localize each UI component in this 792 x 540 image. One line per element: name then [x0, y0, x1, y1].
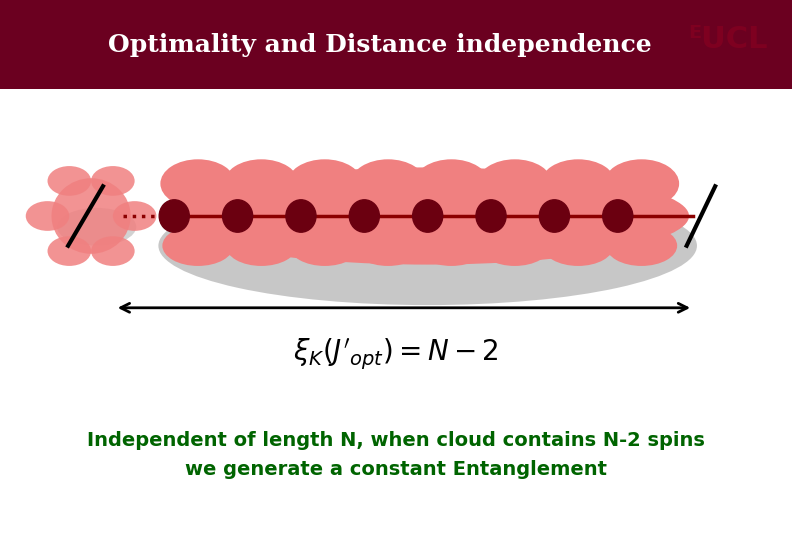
- Ellipse shape: [51, 178, 131, 254]
- Ellipse shape: [166, 167, 689, 265]
- Ellipse shape: [543, 226, 614, 266]
- Text: $\xi_K(J'_{opt}) = N - 2$: $\xi_K(J'_{opt}) = N - 2$: [293, 336, 499, 371]
- Ellipse shape: [350, 159, 426, 208]
- Ellipse shape: [159, 200, 189, 232]
- Text: ᴱUCL: ᴱUCL: [689, 25, 768, 53]
- Ellipse shape: [540, 159, 616, 208]
- FancyBboxPatch shape: [0, 0, 792, 89]
- Ellipse shape: [289, 226, 360, 266]
- Ellipse shape: [604, 159, 680, 208]
- Ellipse shape: [606, 226, 677, 266]
- Ellipse shape: [226, 226, 297, 266]
- Ellipse shape: [413, 159, 489, 208]
- Ellipse shape: [416, 226, 487, 266]
- Ellipse shape: [57, 208, 136, 246]
- Ellipse shape: [91, 236, 135, 266]
- Ellipse shape: [478, 159, 553, 208]
- Ellipse shape: [158, 186, 697, 305]
- Ellipse shape: [286, 200, 316, 232]
- Ellipse shape: [48, 236, 91, 266]
- Ellipse shape: [476, 200, 506, 232]
- Text: we generate a constant Entanglement: we generate a constant Entanglement: [185, 460, 607, 480]
- Ellipse shape: [91, 166, 135, 196]
- Ellipse shape: [162, 226, 234, 266]
- Ellipse shape: [287, 159, 363, 208]
- Ellipse shape: [603, 200, 633, 232]
- Text: Independent of length N, when cloud contains N-2 spins: Independent of length N, when cloud cont…: [87, 430, 705, 450]
- Ellipse shape: [223, 200, 253, 232]
- Ellipse shape: [160, 159, 236, 208]
- Text: Optimality and Distance independence: Optimality and Distance independence: [109, 32, 652, 57]
- Ellipse shape: [26, 201, 70, 231]
- Ellipse shape: [113, 201, 157, 231]
- Ellipse shape: [48, 166, 91, 196]
- Ellipse shape: [352, 226, 424, 266]
- Ellipse shape: [479, 226, 550, 266]
- Ellipse shape: [539, 200, 569, 232]
- Ellipse shape: [224, 159, 299, 208]
- Ellipse shape: [413, 200, 443, 232]
- Ellipse shape: [349, 200, 379, 232]
